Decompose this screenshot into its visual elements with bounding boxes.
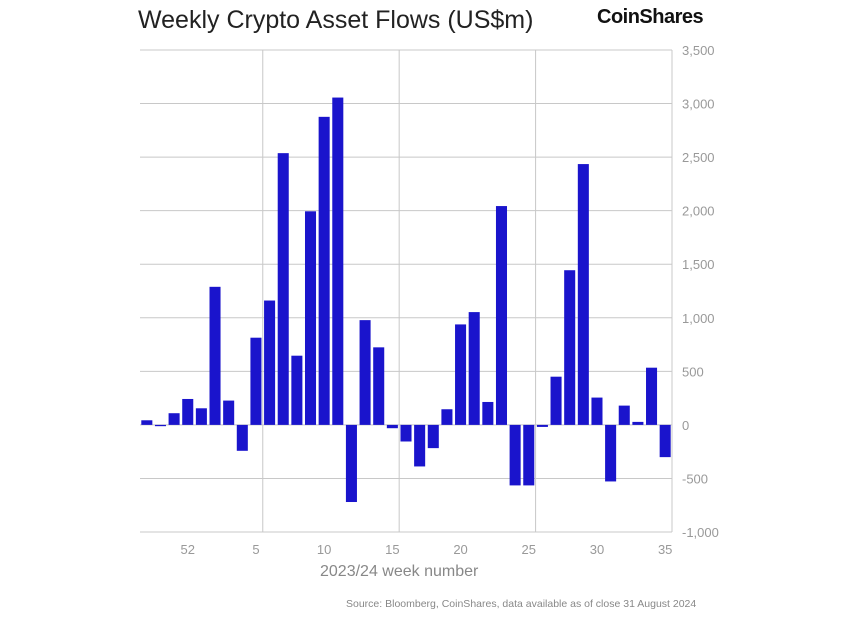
bar-week-4	[236, 424, 248, 451]
bar-week-35	[659, 424, 671, 458]
y-tick-label: 1,000	[682, 311, 715, 326]
bar-week-28	[564, 270, 576, 425]
bar-week-25	[523, 424, 535, 486]
bar-week-29	[577, 164, 589, 425]
bar-week-6	[264, 300, 276, 425]
bar-week-16	[400, 424, 412, 442]
bar-week-21	[468, 312, 480, 425]
bar-week-27	[550, 376, 562, 425]
bar-week-32	[618, 405, 630, 425]
y-tick-label: -500	[682, 471, 708, 486]
x-tick-label: 52	[181, 542, 195, 557]
bar-week-34	[646, 367, 658, 425]
bar-week-31	[605, 424, 617, 482]
bar-week-19	[441, 409, 453, 425]
bar-week-11	[332, 97, 344, 425]
x-tick-label: 35	[658, 542, 672, 557]
x-tick-label: 30	[590, 542, 604, 557]
y-tick-label: 2,500	[682, 150, 715, 165]
x-tick-label: 10	[317, 542, 331, 557]
bar-week-52	[182, 398, 194, 425]
y-tick-label: 3,500	[682, 43, 715, 58]
bar-week-22	[482, 401, 494, 425]
bar-week-13	[359, 320, 371, 425]
x-tick-label: 20	[453, 542, 467, 557]
y-tick-label: 3,000	[682, 97, 715, 112]
y-tick-label: 0	[682, 418, 689, 433]
x-axis-label: 2023/24 week number	[320, 563, 479, 580]
bar-week-20	[455, 324, 467, 425]
bar-week-14	[373, 347, 385, 425]
chart-title: Weekly Crypto Asset Flows (US$m)	[138, 6, 534, 34]
y-tick-label: 1,500	[682, 257, 715, 272]
source-note: Source: Bloomberg, CoinShares, data avai…	[346, 598, 697, 610]
coinshares-logo: CoinShares	[597, 6, 704, 28]
y-tick-label: 500	[682, 364, 704, 379]
bar-week-50	[154, 424, 166, 427]
bar-week-12	[345, 424, 357, 503]
bar-week-30	[591, 397, 603, 425]
y-tick-label: -1,000	[682, 525, 719, 540]
bar-week-9	[304, 211, 317, 425]
bar-week-26	[536, 424, 548, 427]
bar-week-23	[495, 206, 508, 425]
bar-week-17	[414, 424, 426, 467]
y-tick-label: 2,000	[682, 204, 715, 219]
bar-week-10	[318, 116, 330, 425]
bar-week-18	[427, 424, 439, 449]
bar-week-24	[509, 424, 521, 486]
bar-week-8	[291, 355, 303, 425]
bar-week-49	[141, 420, 153, 425]
bar-week-1	[195, 408, 207, 425]
bar-week-2	[209, 286, 221, 425]
bar-week-51	[168, 413, 180, 425]
bar-week-3	[223, 400, 235, 425]
bar-week-7	[277, 153, 289, 425]
x-tick-label: 5	[252, 542, 259, 557]
x-tick-label: 25	[522, 542, 536, 557]
bar-week-33	[632, 421, 644, 425]
bar-week-15	[386, 424, 398, 429]
bar-week-5	[250, 337, 262, 425]
x-tick-label: 15	[385, 542, 399, 557]
